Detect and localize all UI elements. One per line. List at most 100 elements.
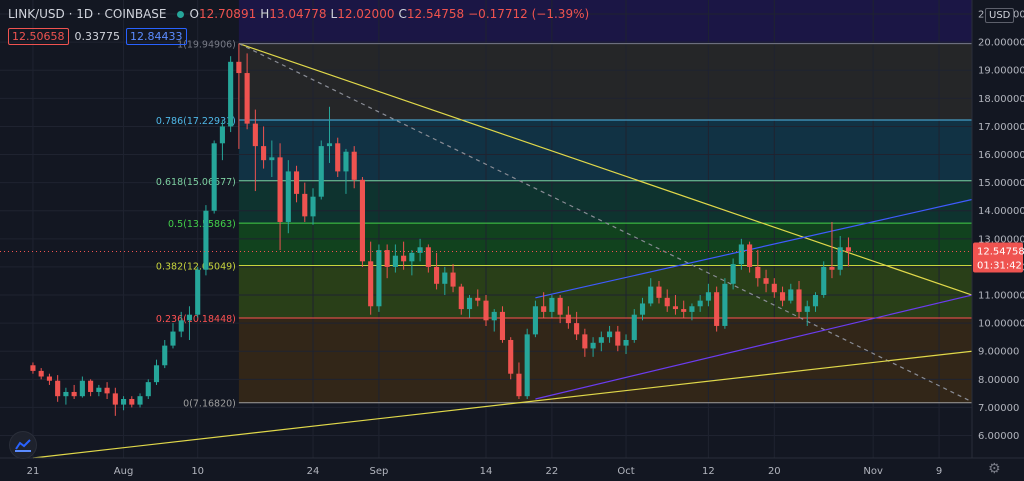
time-tick-label: Oct xyxy=(617,466,634,477)
fib-zones xyxy=(238,0,973,403)
candle-body xyxy=(170,331,176,346)
candle-body xyxy=(771,283,777,293)
candle-body xyxy=(409,252,415,262)
candle-body xyxy=(137,396,143,405)
candle-body xyxy=(722,283,728,326)
candle-body xyxy=(541,306,547,312)
price-tick-label: 14.00000 xyxy=(978,206,1024,217)
fib-label: 0.5(13.55863) xyxy=(168,219,236,230)
currency-button[interactable]: USD xyxy=(985,8,1015,23)
trendline-support xyxy=(32,350,973,459)
candle-body xyxy=(162,345,168,366)
candle-body xyxy=(779,292,786,301)
candle-body xyxy=(96,387,102,392)
candle-body xyxy=(376,250,382,307)
candle-body xyxy=(55,380,61,397)
candle-body xyxy=(293,171,300,194)
candle-body xyxy=(656,286,662,298)
candle-body xyxy=(821,266,827,296)
candle-body xyxy=(244,73,250,124)
candle-body xyxy=(318,146,324,197)
fib-zone xyxy=(238,265,973,318)
candle-body xyxy=(261,146,267,161)
fib-zone xyxy=(238,223,973,266)
time-tick-label: 10 xyxy=(191,466,204,477)
time-tick-label: Sep xyxy=(369,466,388,477)
spread-value: 0.33775 xyxy=(74,30,121,43)
high-value: 13.04778 xyxy=(269,7,327,21)
low-label: L xyxy=(330,7,338,21)
candle-body xyxy=(508,339,514,374)
settings-gear-icon[interactable]: ⚙ xyxy=(988,461,1001,477)
candle-body xyxy=(524,334,530,397)
fib-label: 0(7.16820) xyxy=(183,399,236,410)
candle-body xyxy=(499,311,506,340)
time-tick-label: 12 xyxy=(702,466,715,477)
market-status-icon xyxy=(176,10,184,18)
candle-body xyxy=(121,398,127,405)
candle-body xyxy=(491,311,497,321)
candle-body xyxy=(392,255,398,267)
high-label: H xyxy=(260,7,270,21)
candle-body xyxy=(466,297,473,310)
time-tick-label: 21 xyxy=(27,466,40,477)
time-tick-label: 20 xyxy=(768,466,781,477)
fib-label: 0.382(12.05049) xyxy=(156,262,236,273)
open-value: 12.70891 xyxy=(198,7,257,21)
candle-body xyxy=(71,391,77,397)
candle-body xyxy=(129,398,135,405)
chart-header: LINK/USD · 1D · COINBASE O12.70891 H13.047… xyxy=(8,7,593,21)
countdown-label: 01:31:42 xyxy=(977,261,1022,272)
bid-button[interactable]: 12.50658 xyxy=(8,28,69,45)
time-axis: 21 Aug 10 24 Sep 14 22 Oct 12 20 Nov 9 xyxy=(0,457,1024,477)
candle-body xyxy=(145,382,151,397)
fib-label: 1(19.94906) xyxy=(177,40,236,51)
candle-body xyxy=(582,334,588,349)
fib-zone xyxy=(238,119,973,181)
last-price-label: 12.54758 xyxy=(977,247,1024,258)
fib-label: 0.236(10.18448) xyxy=(156,314,236,325)
time-tick-label: Nov xyxy=(863,466,883,477)
channel-upper xyxy=(535,198,973,299)
candle-body xyxy=(178,320,184,332)
fib-lines: 1(19.94906) 0.786(17.22931) 0.618(15.06677… xyxy=(156,40,972,410)
candle-body xyxy=(689,306,695,312)
price-tick-label: 19.00000 xyxy=(978,66,1024,77)
candle-body xyxy=(195,269,201,315)
tradingview-logo-icon[interactable] xyxy=(9,431,37,459)
candle-body xyxy=(236,61,242,74)
symbol-label[interactable]: LINK/USD · 1D · COINBASE xyxy=(8,7,167,21)
price-tick-label: 11.00000 xyxy=(978,291,1024,302)
time-tick-label: 9 xyxy=(936,466,942,477)
change-value: −0.17712 (−1.39%) xyxy=(468,7,590,21)
candle-body xyxy=(417,247,423,253)
candle-body xyxy=(211,143,217,211)
candle-body xyxy=(565,314,571,324)
candle-body xyxy=(186,314,193,321)
candle-body xyxy=(46,376,52,381)
candle-body xyxy=(598,337,604,343)
price-tick-label: 17.00000 xyxy=(978,122,1024,133)
candle-body xyxy=(203,210,209,270)
price-tick-label: 7.00000 xyxy=(978,403,1019,414)
candle-body xyxy=(335,143,341,172)
candle-body xyxy=(730,264,736,284)
fib-label: 0.786(17.22931) xyxy=(156,116,236,127)
candle-body xyxy=(639,303,646,315)
candle-body xyxy=(796,289,802,312)
price-tick-label: 20.00000 xyxy=(978,38,1024,49)
fib-zone xyxy=(238,317,973,403)
candle-body xyxy=(104,387,110,394)
price-tick-label: 9.00000 xyxy=(978,347,1019,358)
candle-body xyxy=(590,342,596,349)
price-tick-label: 8.00000 xyxy=(978,375,1019,386)
candle-body xyxy=(705,292,711,301)
candle-body xyxy=(672,306,679,310)
candle-body xyxy=(763,278,769,284)
time-tick-label: 24 xyxy=(307,466,320,477)
candles xyxy=(30,43,851,416)
low-value: 12.02000 xyxy=(337,7,395,21)
ask-button[interactable]: 12.84433 xyxy=(126,28,187,45)
candle-body xyxy=(368,261,374,307)
